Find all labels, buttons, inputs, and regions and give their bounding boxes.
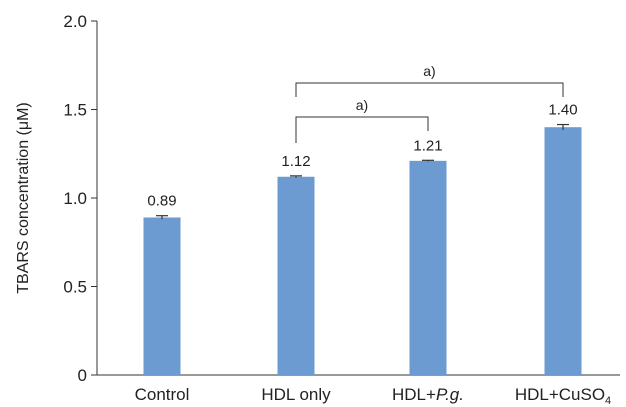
value-label: 1.40 bbox=[548, 102, 577, 119]
x-tick-label: Control bbox=[135, 385, 190, 404]
y-axis: 0 0.5 1.0 1.5 2.0 bbox=[63, 12, 98, 385]
y-tick-label: 1.5 bbox=[63, 101, 87, 120]
bar bbox=[277, 176, 315, 375]
x-axis: Control HDL only HDL+P.g. HDL+CuSO4 bbox=[97, 374, 620, 407]
significance-bracket bbox=[295, 116, 429, 143]
significance-label: a) bbox=[423, 63, 435, 79]
x-tick-label: HDL+CuSO4 bbox=[515, 385, 611, 407]
bar bbox=[409, 160, 447, 375]
significance-bracket bbox=[295, 82, 564, 97]
bar bbox=[143, 217, 181, 375]
y-axis-title: TBARS concentration (μM) bbox=[15, 102, 32, 294]
significance-brackets: a) a) bbox=[295, 63, 564, 143]
y-tick-label: 2.0 bbox=[63, 12, 87, 31]
y-tick-label: 1.0 bbox=[63, 189, 87, 208]
value-label: 1.21 bbox=[413, 137, 442, 154]
bar bbox=[544, 127, 582, 375]
significance-label: a) bbox=[356, 97, 368, 113]
x-tick-label: HDL+P.g. bbox=[392, 385, 464, 404]
value-label: 0.89 bbox=[147, 193, 176, 210]
x-tick-label: HDL only bbox=[261, 385, 331, 404]
y-tick-label: 0 bbox=[78, 366, 87, 385]
value-label: 1.12 bbox=[281, 153, 310, 170]
bars: 0.89 1.12 1.21 1.40 bbox=[143, 102, 582, 375]
y-tick-label: 0.5 bbox=[63, 278, 87, 297]
